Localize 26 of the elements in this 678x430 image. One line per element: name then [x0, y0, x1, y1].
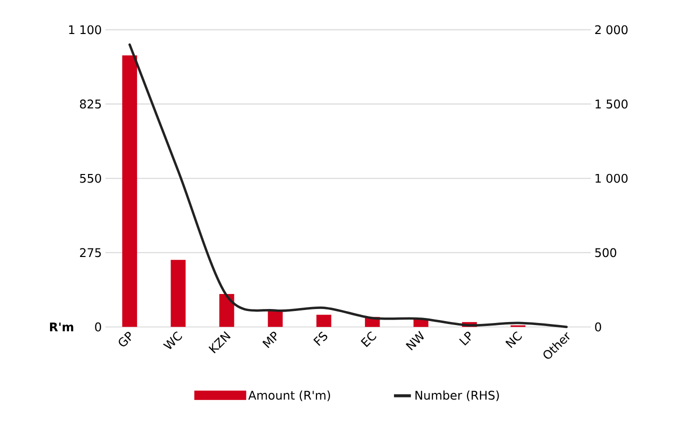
- x-tick-label: WC: [162, 332, 182, 350]
- y-axis-title: R'm: [50, 322, 74, 332]
- line-series: [128, 43, 568, 328]
- y-tick-label: 825: [80, 100, 101, 109]
- x-tick-label: LP: [459, 332, 471, 346]
- x-tick-label: FS: [313, 332, 328, 346]
- y2-tick-label: 0: [595, 322, 602, 332]
- x-tick-label: EC: [360, 332, 376, 348]
- bar: [219, 294, 234, 327]
- bar: [316, 314, 332, 327]
- x-tick-label: NW: [406, 330, 424, 350]
- x-tick-label: MP: [262, 332, 277, 348]
- y2-tick-label: 1 000: [596, 174, 628, 183]
- y-tick-label: 0: [95, 322, 102, 332]
- y-tick-label: 275: [80, 248, 101, 258]
- y2-tick-label: 2 000: [595, 25, 628, 34]
- legend-label: Amount (R'm): [248, 390, 330, 402]
- x-tick-label: NC: [505, 332, 522, 348]
- y-tick-label: 1 100: [69, 25, 102, 34]
- y2-tick-label: 500: [595, 248, 616, 258]
- legend-label: Number (RHS): [416, 390, 499, 402]
- y2-tick-label: 1 500: [596, 100, 628, 109]
- x-tick-label: GP: [118, 332, 132, 346]
- bar: [170, 260, 186, 327]
- y-tick-label: 550: [80, 174, 102, 183]
- bar: [122, 55, 138, 327]
